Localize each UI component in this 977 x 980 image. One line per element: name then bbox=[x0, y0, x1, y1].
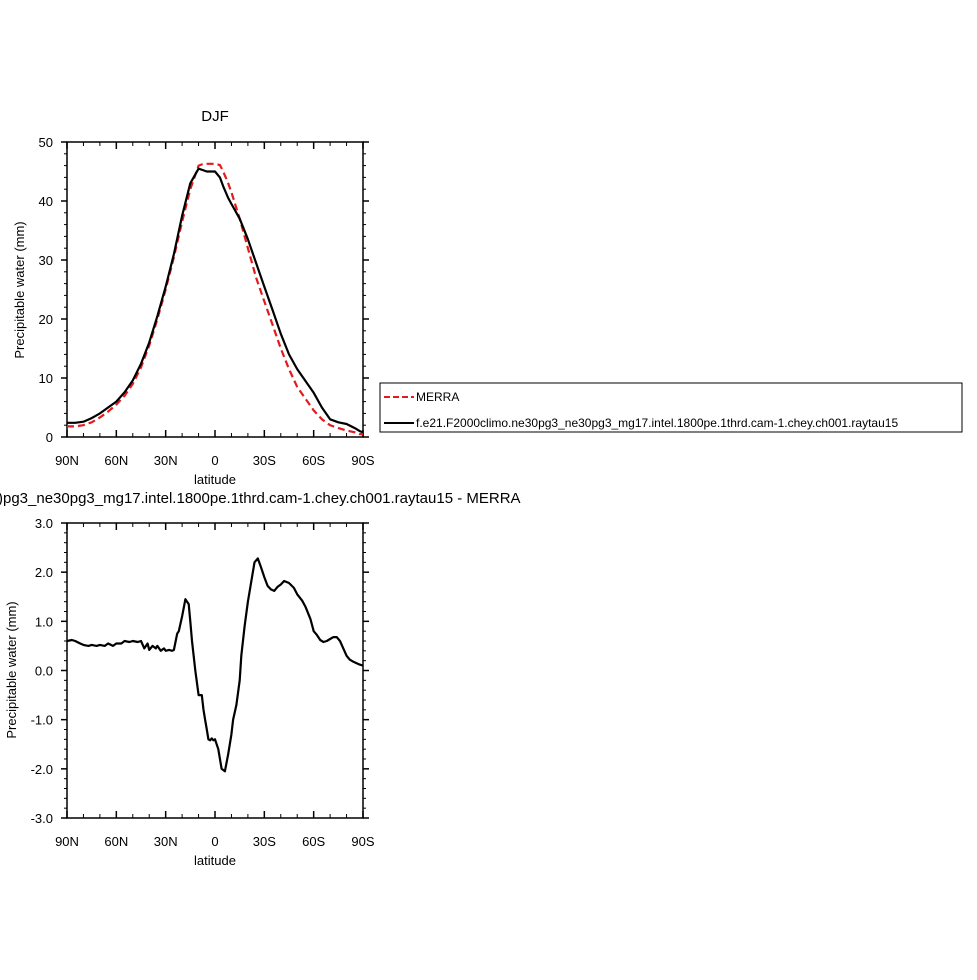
bottom-panel: )pg3_ne30pg3_mg17.intel.1800pe.1thrd.cam… bbox=[0, 490, 521, 868]
top-y-axis-label: Precipitable water (mm) bbox=[12, 221, 27, 358]
top-x-tick-label: 60N bbox=[104, 453, 128, 468]
bottom-x-tick-label: 60S bbox=[302, 834, 325, 849]
bottom-x-tick-label: 90N bbox=[55, 834, 79, 849]
bottom-x-tick-label: 90S bbox=[351, 834, 374, 849]
bottom-chart-title: )pg3_ne30pg3_mg17.intel.1800pe.1thrd.cam… bbox=[0, 490, 521, 507]
bottom-y-tick-label: -2.0 bbox=[31, 762, 53, 777]
bottom-y-ticks: -3.0 -2.0 -1.0 0.0 1.0 2.0 3.0 bbox=[31, 516, 369, 826]
top-chart-title: DJF bbox=[201, 108, 229, 125]
bottom-series-line-0 bbox=[66, 557, 364, 773]
top-y-tick-label: 20 bbox=[39, 312, 53, 327]
bottom-plot-frame bbox=[66, 522, 364, 819]
bottom-y-tick-label: 0.0 bbox=[35, 664, 53, 679]
legend: MERRA f.e21.F2000climo.ne30pg3_ne30pg3_m… bbox=[379, 382, 963, 433]
bottom-y-tick-label: -3.0 bbox=[31, 811, 53, 826]
top-series-line-0 bbox=[67, 162, 363, 436]
top-x-tick-label: 60S bbox=[302, 453, 325, 468]
bottom-y-tick-label: 3.0 bbox=[35, 516, 53, 531]
bottom-y-axis-label: Precipitable water (mm) bbox=[4, 601, 19, 738]
top-y-tick-label: 0 bbox=[46, 430, 53, 445]
bottom-x-tick-label: 30S bbox=[253, 834, 276, 849]
top-x-ticks: 90N 60N 30N 0 30S 60S 90S bbox=[55, 142, 375, 468]
top-x-axis-label: latitude bbox=[194, 472, 236, 487]
bottom-y-tick-label: 2.0 bbox=[35, 565, 53, 580]
top-x-tick-label: 30S bbox=[253, 453, 276, 468]
top-plot-frame bbox=[66, 141, 364, 438]
bottom-y-tick-label: 1.0 bbox=[35, 614, 53, 629]
top-y-tick-label: 30 bbox=[39, 253, 53, 268]
bottom-y-tick-label: -1.0 bbox=[31, 713, 53, 728]
top-x-tick-label: 0 bbox=[211, 453, 218, 468]
top-y-tick-label: 10 bbox=[39, 371, 53, 386]
top-series-lines bbox=[67, 162, 364, 436]
top-y-tick-label: 40 bbox=[39, 194, 53, 209]
bottom-series-lines bbox=[66, 557, 364, 773]
legend-label-model: f.e21.F2000climo.ne30pg3_ne30pg3_mg17.in… bbox=[416, 416, 898, 430]
legend-box bbox=[379, 382, 963, 433]
top-series-line-1 bbox=[67, 167, 364, 434]
top-x-tick-label: 90S bbox=[351, 453, 374, 468]
bottom-x-axis-label: latitude bbox=[194, 853, 236, 868]
top-y-ticks: 0 10 20 30 40 50 bbox=[39, 135, 369, 445]
top-y-tick-label: 50 bbox=[39, 135, 53, 150]
bottom-x-ticks: 90N 60N 30N 0 30S 60S 90S bbox=[55, 523, 375, 849]
top-panel: DJF 90N 60N 30N 0 30S 60S 90S 0 10 20 30 40 50 lati… bbox=[12, 108, 375, 487]
legend-label-merra: MERRA bbox=[416, 390, 459, 404]
top-x-tick-label: 30N bbox=[154, 453, 178, 468]
bottom-x-tick-label: 60N bbox=[104, 834, 128, 849]
bottom-x-tick-label: 0 bbox=[211, 834, 218, 849]
top-x-tick-label: 90N bbox=[55, 453, 79, 468]
bottom-x-tick-label: 30N bbox=[154, 834, 178, 849]
